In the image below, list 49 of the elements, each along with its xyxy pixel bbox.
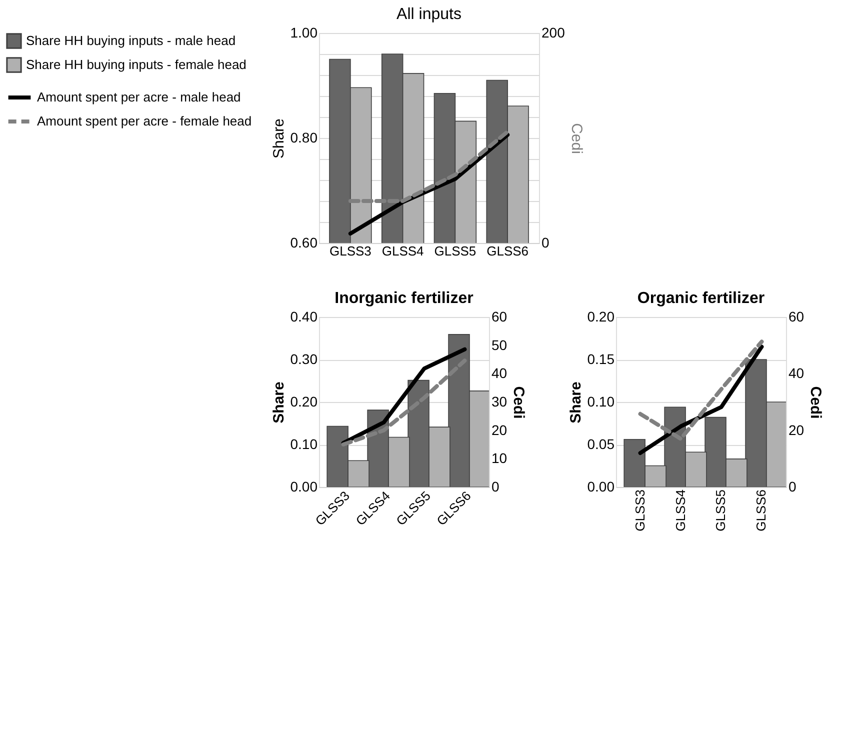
x-tick-label: GLSS4 [672, 490, 688, 532]
y2-tick-label: 40 [492, 365, 508, 382]
y2-tick-label: 60 [788, 308, 804, 324]
y2-tick-label: 0 [542, 234, 550, 250]
x-tick-label: GLSS5 [434, 244, 476, 258]
legend-label: Share HH buying inputs - female head [26, 57, 246, 72]
legend-label: Amount spent per acre - male head [37, 90, 241, 104]
y-tick-label: 1.00 [290, 24, 318, 40]
y2-tick-label: 0 [788, 478, 796, 494]
y2-tick-label: 200 [542, 24, 566, 40]
y2-axis-title: Cedi [510, 386, 528, 419]
y-tick-label: 0.00 [587, 478, 615, 494]
y-axis-title: Share [270, 382, 288, 424]
y-tick-label: 0.10 [290, 436, 318, 452]
y2-tick-label: 50 [492, 336, 508, 353]
y2-tick-label: 10 [492, 450, 508, 466]
y-tick-label: 0.15 [587, 351, 615, 367]
x-tick-label: GLSS6 [754, 490, 769, 532]
chart-title: All inputs [396, 6, 462, 23]
x-tick-label: GLSS4 [382, 244, 424, 258]
y-tick-label: 0.30 [290, 351, 318, 367]
line-series [638, 340, 764, 441]
legend-label: Share HH buying inputs - male head [26, 33, 236, 48]
y-tick-label: 0.10 [587, 394, 615, 410]
y2-tick-label: 40 [788, 365, 804, 382]
y-tick-label: 0.20 [587, 308, 615, 324]
y2-tick-label: 30 [492, 394, 508, 410]
y2-tick-label: 60 [492, 308, 508, 324]
chart-title: Organic fertilizer [637, 290, 765, 307]
y2-tick-label: 20 [788, 422, 804, 438]
y-tick-label: 0.60 [290, 234, 318, 250]
y-axis-title: Share [270, 118, 288, 159]
y-tick-label: 0.20 [290, 394, 318, 410]
y-tick-label: 0.05 [587, 436, 615, 452]
y-tick-label: 0.80 [290, 130, 318, 146]
y-tick-label: 0.40 [290, 308, 318, 324]
chart-title: Inorganic fertilizer [334, 290, 474, 307]
y-tick-label: 0.00 [290, 478, 318, 494]
y2-tick-label: 20 [492, 422, 508, 438]
y2-tick-label: 0 [492, 478, 500, 494]
x-tick-label: GLSS3 [632, 490, 648, 532]
legend-label: Amount spent per acre - female head [37, 114, 252, 128]
y-axis-title: Share [567, 382, 584, 424]
x-tick-label: GLSS6 [486, 244, 529, 258]
y2-axis-title: Cedi [807, 386, 824, 419]
y2-axis-title: Cedi [568, 123, 585, 154]
x-tick-label: GLSS5 [713, 490, 728, 532]
x-tick-label: GLSS3 [329, 244, 372, 258]
line-series [638, 344, 764, 455]
